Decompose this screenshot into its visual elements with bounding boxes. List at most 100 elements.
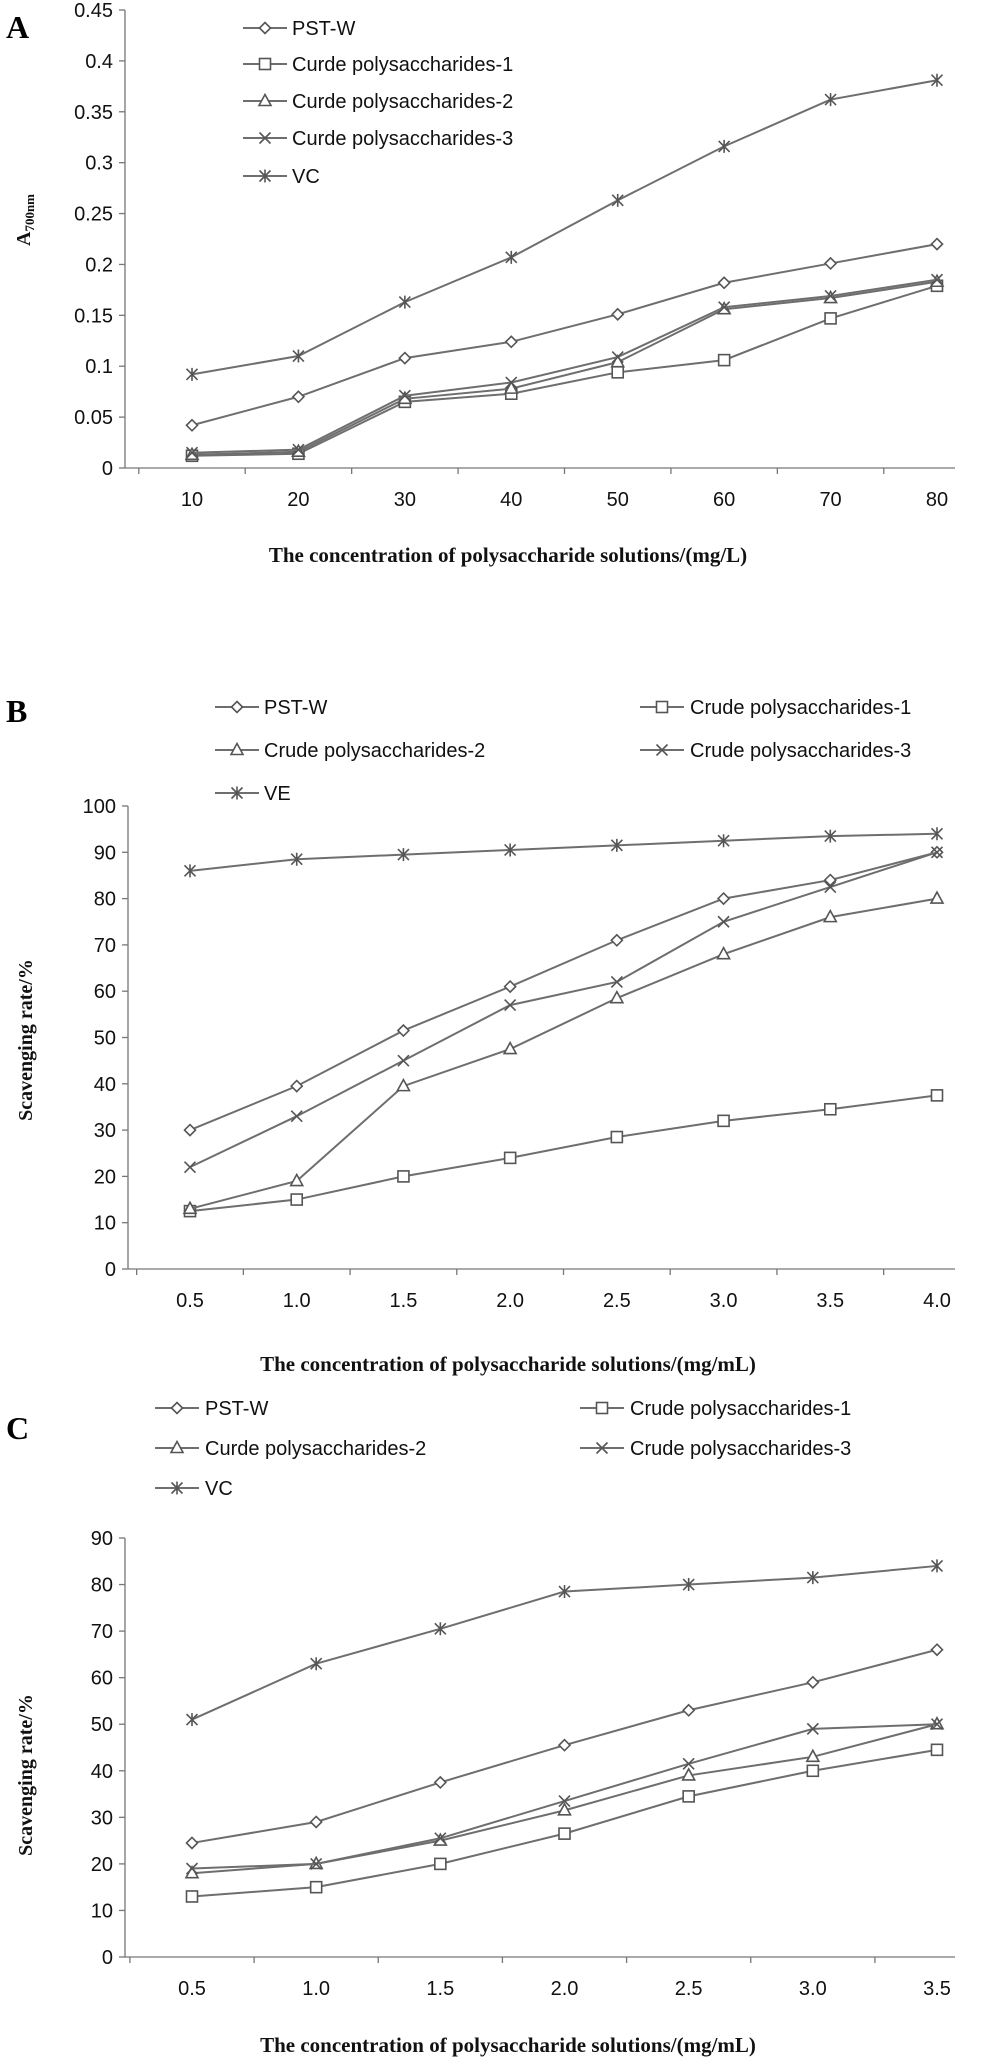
legend-label: PST-W [264,697,327,719]
data-point-crude-polysaccharides-3 [183,1161,197,1174]
data-point-vc [310,1657,323,1671]
y-tick-labels: 0 10 20 30 40 50 60 70 80 90 [91,1528,113,1969]
data-point-curde-polysaccharides-3 [718,301,731,314]
y-tick-labels: 0 10 20 30 40 50 60 70 80 90 100 [83,796,116,1281]
data-point-pst-w [610,933,624,947]
data-point-vc [682,1578,695,1592]
data-point-pst-w [290,1079,304,1093]
data-point-pst-w [930,237,944,251]
y-tick-label: 0.3 [85,153,113,175]
data-point-vc [434,1622,447,1636]
y-tick-label: 0.05 [74,407,113,429]
data-point-ve [824,829,837,843]
panel-letter-b: B [6,693,27,729]
data-point-crude-polysaccharides-3 [434,1832,447,1845]
data-point-vc [930,73,944,87]
legend-marker-x [655,743,669,757]
data-point-curde-polysaccharides-3 [185,446,199,459]
data-point-crude-polysaccharides-3 [558,1794,571,1808]
y-tick-label: 40 [91,1761,113,1783]
data-point-pst-w [682,1703,696,1717]
data-point-pst-w [185,418,199,432]
data-point-crude-polysaccharides-1 [610,1130,624,1144]
legend-marker-star [170,1481,184,1495]
x-tick-label: 4.0 [923,1290,951,1312]
data-point-vc [718,139,731,153]
data-point-crude-polysaccharides-1 [930,1089,944,1102]
data-point-curde-polysaccharides-1 [824,312,837,325]
legend-label: Curde polysaccharides-2 [205,1438,426,1460]
data-point-crude-polysaccharides-1 [185,1890,199,1903]
y-tick-label: 0 [102,1947,113,1969]
series-line-ve [189,832,938,872]
x-tick-label: 70 [819,489,841,511]
x-tick-label: 80 [926,489,948,511]
legend-item-crude-polysaccharides-1: Crude polysaccharides-1 [640,697,911,719]
data-point-crude-polysaccharides-3 [185,1862,199,1875]
legend-item-crude-polysaccharides-2: Crude polysaccharides-2 [215,740,485,762]
legend-marker-diamond [258,21,272,35]
legend-marker-square [595,1401,609,1415]
data-point-crude-polysaccharides-3 [930,1718,944,1731]
y-tick-label: 0.45 [74,0,113,22]
x-tick-label: 3.5 [816,1290,844,1312]
y-tick-label: 50 [91,1714,113,1736]
data-point-crude-polysaccharides-2 [502,1040,518,1055]
data-point-crude-polysaccharides-1 [930,1743,944,1757]
data-point-crude-polysaccharides-1 [309,1880,323,1894]
data-point-vc [398,295,411,309]
data-point-pst-w [823,873,837,887]
x-axis-label: The concentration of polysaccharide solu… [260,1352,756,1376]
legend-label: PST-W [292,18,355,40]
data-point-crude-polysaccharides-1 [823,1102,837,1116]
data-point-crude-polysaccharides-3 [717,915,730,928]
data-point-ve [717,834,730,848]
x-tick-label: 1.5 [426,1978,454,2000]
series-lines [182,827,945,1218]
data-point-ve [397,848,410,862]
data-point-ve [610,838,623,852]
legend-label: Curde polysaccharides-1 [292,54,513,76]
data-point-curde-polysaccharides-3 [398,389,411,402]
y-tick-label: 70 [94,935,116,957]
data-point-crude-polysaccharides-2 [716,945,731,960]
panel-letter-a: A [6,9,29,45]
series-line-crude-polysaccharides-1 [189,1094,938,1213]
y-tick-label: 0.15 [74,305,113,327]
data-point-ve [290,852,303,866]
legend-marker-diamond [230,700,244,714]
legend-marker-triangle [257,92,273,107]
legend-marker-diamond [170,1401,184,1415]
data-point-pst-w [291,390,306,404]
data-point-curde-polysaccharides-3 [292,443,305,456]
x-tick-label: 50 [607,489,629,511]
x-tick-label: 2.5 [675,1978,703,2000]
x-tick-label: 1.0 [283,1290,311,1312]
axes [119,1537,955,1963]
data-point-pst-w [557,1738,572,1752]
data-point-vc [185,367,199,381]
y-tick-label: 20 [94,1166,116,1188]
legend-label: VE [264,783,291,805]
x-tick-labels: 10 20 30 40 50 60 70 80 [181,489,948,511]
legend-item-curde-polysaccharides-3: Curde polysaccharides-3 [243,128,513,150]
chart-panel-a: A A700nm The concentration of polysaccha… [6,0,955,567]
data-point-crude-polysaccharides-2 [289,1172,305,1187]
y-tick-label: 50 [94,1028,116,1050]
legend-item-pst-w: PST-W [243,18,355,40]
y-tick-label: 20 [91,1854,113,1876]
data-point-vc [292,349,305,363]
legend-label: Curde polysaccharides-3 [292,128,513,150]
panel-letter-c: C [6,1410,29,1446]
legend-marker-x [258,131,272,145]
legend-label: Crude polysaccharides-2 [264,740,485,762]
data-point-curde-polysaccharides-2 [503,380,519,394]
x-axis-label: The concentration of polysaccharide solu… [269,543,747,567]
data-point-pst-w [503,979,517,994]
data-point-vc [930,1559,944,1573]
data-point-crude-polysaccharides-3 [930,846,944,859]
data-point-curde-polysaccharides-2 [557,1802,572,1816]
data-point-vc [824,93,837,107]
legend-marker-star [230,786,244,800]
data-point-crude-polysaccharides-2 [396,1077,411,1092]
